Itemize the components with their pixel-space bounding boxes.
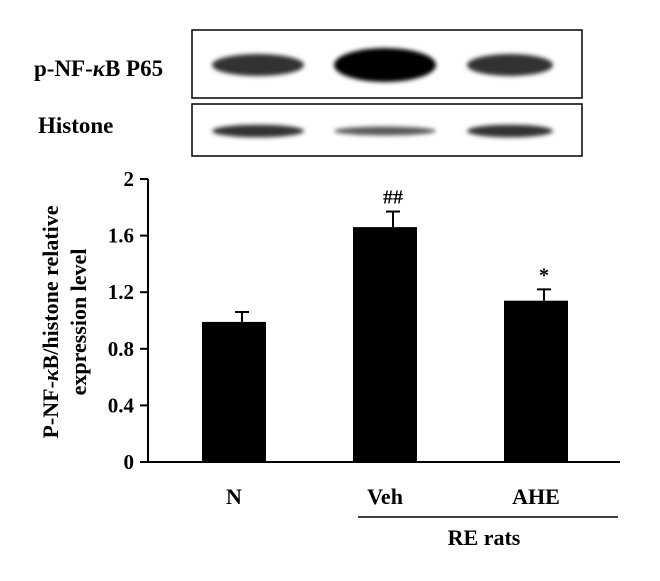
y-tick-label: 1.6 — [108, 224, 134, 248]
group-label: RE rats — [448, 525, 521, 550]
y-tick-label: 1.2 — [108, 280, 134, 304]
bar-veh — [353, 227, 417, 462]
significance-marker: * — [539, 264, 549, 286]
y-tick-label: 2 — [124, 167, 135, 191]
category-labels: N Veh AHE — [226, 484, 560, 509]
y-axis-label-line1: P-NF-κB/histone relative — [38, 205, 63, 438]
y-tick-label: 0 — [124, 450, 135, 474]
y-axis-label-line2: expression level — [66, 249, 91, 396]
blot-band — [467, 124, 553, 138]
blot-bands — [212, 48, 553, 138]
blot-band — [212, 124, 304, 138]
category-label: N — [226, 484, 242, 509]
significance-marker: ## — [383, 187, 403, 209]
blot-label-p65: p-NF-κB P65 — [34, 56, 163, 81]
category-label: AHE — [512, 484, 560, 509]
y-tick-label: 0.8 — [108, 337, 134, 361]
western-blot: p-NF-κB P65 Histone — [34, 29, 583, 157]
blot-band — [334, 126, 436, 136]
bar-chart: P-NF-κB/histone relative expression leve… — [38, 167, 620, 550]
y-axis-ticks: 0 0.4 0.8 1.2 1.6 2 — [108, 167, 148, 474]
bars: ## * — [202, 187, 568, 462]
bar-ahe — [504, 300, 568, 462]
blot-label-histone: Histone — [38, 113, 113, 138]
bar-n — [202, 321, 266, 462]
blot-band — [334, 48, 436, 82]
category-label: Veh — [367, 484, 403, 509]
blot-band — [467, 54, 553, 76]
blot-band — [212, 54, 304, 76]
y-tick-label: 0.4 — [108, 393, 135, 417]
